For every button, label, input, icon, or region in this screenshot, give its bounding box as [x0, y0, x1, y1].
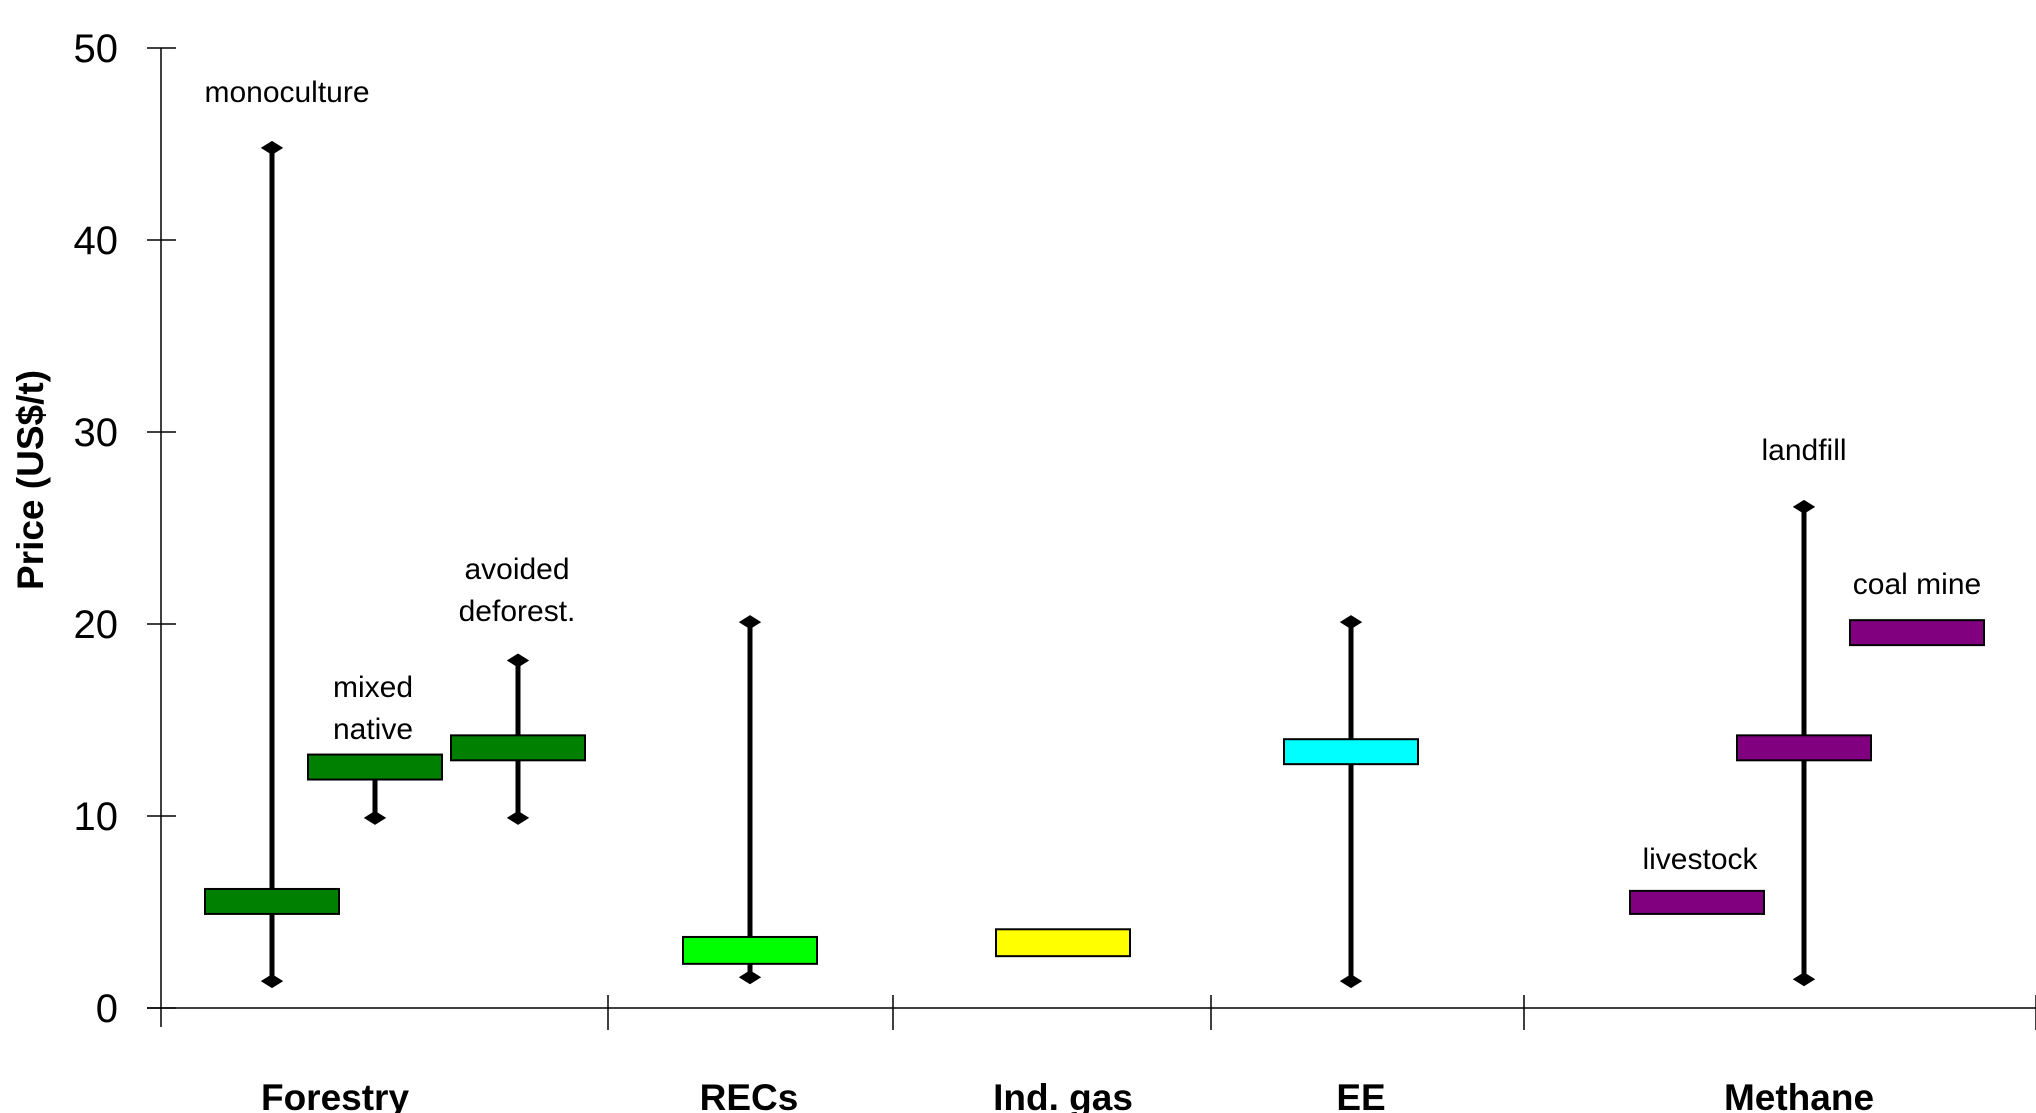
y-tick-label-30: 30	[74, 411, 119, 455]
axes	[147, 47, 2036, 1030]
category-label: RECs	[700, 1077, 799, 1113]
whisker-cap-low	[260, 974, 284, 989]
series-label: monoculture	[204, 76, 369, 109]
range-box	[995, 928, 1131, 958]
range-box	[450, 734, 586, 762]
whisker-cap-low	[1792, 972, 1816, 987]
series-label: mixed	[333, 671, 413, 704]
series-label: native	[333, 713, 413, 746]
category-label: EE	[1336, 1077, 1385, 1113]
plot-area	[204, 140, 1985, 989]
whisker-cap-high	[1792, 499, 1816, 514]
series-label: deforest.	[459, 595, 576, 628]
whisker-cap-low	[363, 810, 387, 825]
y-tick-label-20: 20	[74, 603, 119, 647]
range-box	[307, 753, 443, 781]
whisker-cap-high	[1339, 615, 1363, 630]
range-box	[682, 935, 818, 965]
whisker-cap-low	[738, 970, 762, 985]
range-box	[1736, 734, 1872, 762]
whisker-cap-high	[260, 140, 284, 155]
whisker-cap-low	[1339, 974, 1363, 989]
y-axis-title: Price (US$/t)	[10, 370, 51, 590]
series-label: coal mine	[1853, 568, 1981, 601]
y-tick-label-0: 0	[96, 987, 118, 1031]
y-tick-label-50: 50	[74, 27, 119, 71]
category-label: Ind. gas	[993, 1077, 1133, 1113]
category-label: Methane	[1724, 1077, 1874, 1113]
range-box	[1629, 889, 1765, 915]
series-label: livestock	[1642, 843, 1758, 876]
whisker-cap-low	[506, 810, 530, 825]
series-label: landfill	[1761, 434, 1846, 467]
labels: 0 10 20 30 40 50 Forestry RECs Ind. gas EE Methane…	[74, 27, 1982, 1113]
y-tick-label-10: 10	[74, 795, 119, 839]
category-label: Forestry	[261, 1077, 409, 1113]
range-box	[1849, 619, 1985, 647]
y-tick-label-40: 40	[74, 219, 119, 263]
range-box	[204, 887, 340, 915]
range-box	[1283, 738, 1419, 766]
series-label: avoided	[464, 553, 569, 586]
whisker-cap-high	[738, 615, 762, 630]
whisker-cap-high	[506, 653, 530, 668]
